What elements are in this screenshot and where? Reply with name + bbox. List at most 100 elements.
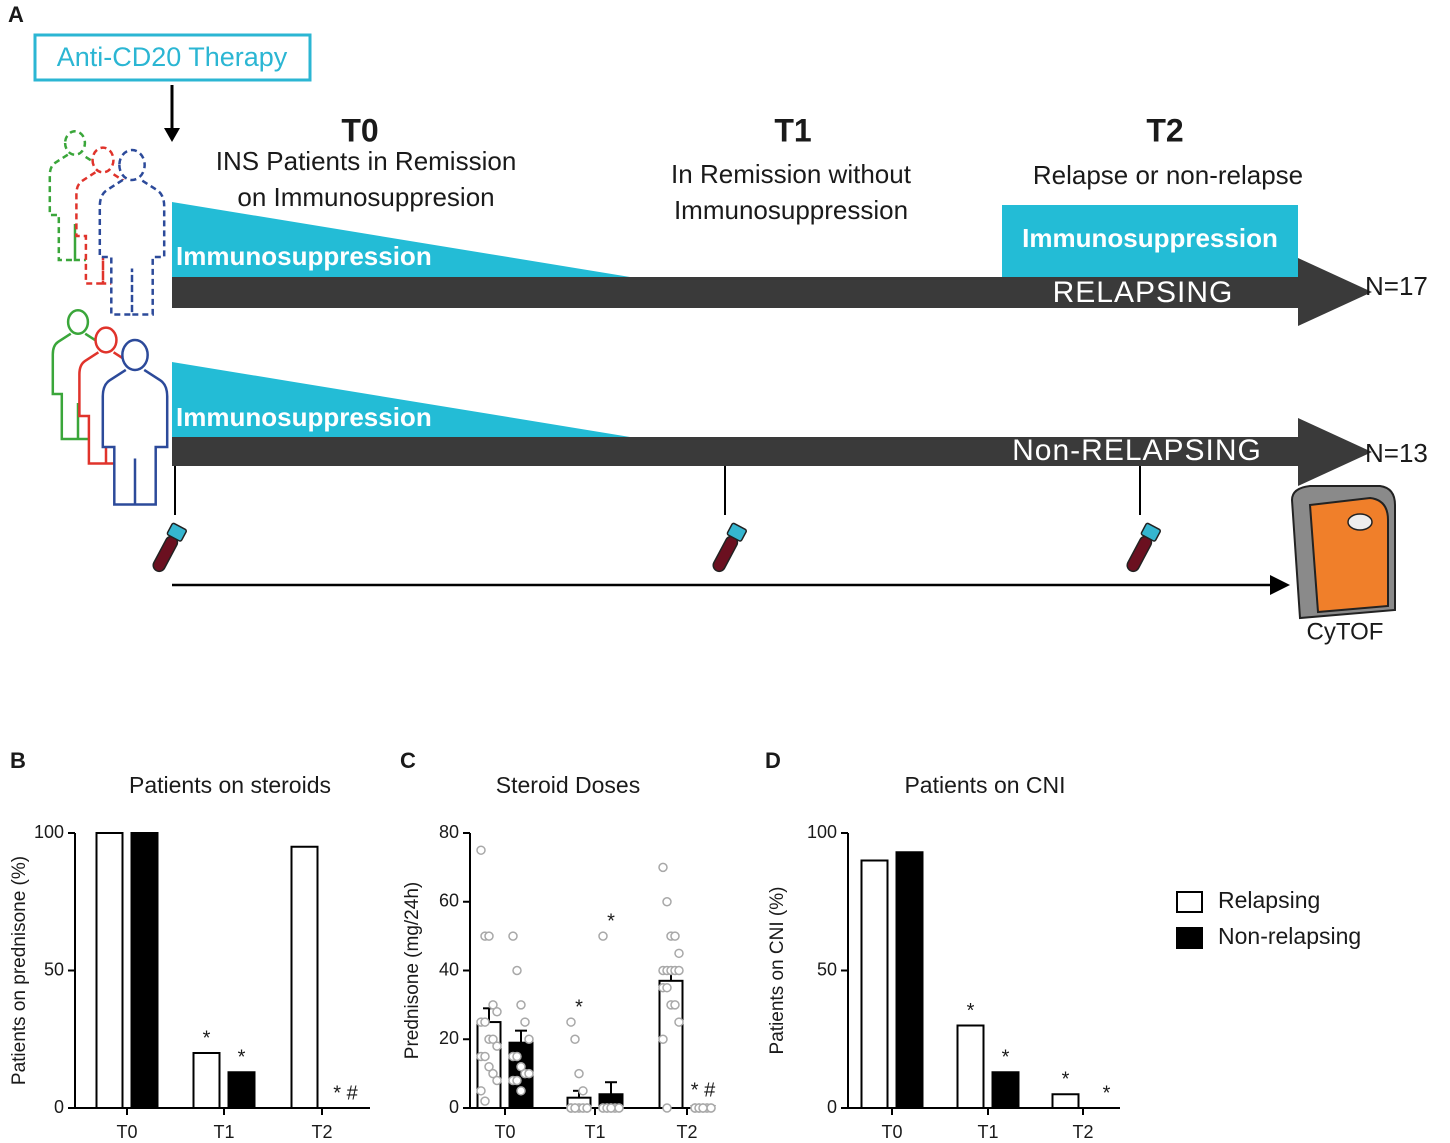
legend-swatch bbox=[1176, 891, 1203, 913]
significance-label: * bbox=[607, 910, 615, 932]
data-point bbox=[480, 1096, 490, 1106]
treatment-label: Immunosuppression bbox=[176, 402, 432, 432]
data-point bbox=[488, 1000, 498, 1010]
y-tick-label: 40 bbox=[439, 959, 459, 979]
y-tick-label: 0 bbox=[54, 1097, 64, 1117]
significance-label: * bbox=[1002, 1047, 1010, 1069]
arm-name: Non-RELAPSING bbox=[1012, 434, 1262, 467]
arm-n: N=13 bbox=[1365, 438, 1428, 468]
tube-cap bbox=[1140, 522, 1161, 542]
bar bbox=[860, 859, 889, 1109]
data-point bbox=[492, 1075, 502, 1086]
blood-tube bbox=[1126, 522, 1161, 573]
timepoint-name: T0 bbox=[341, 112, 378, 148]
arm-arrow bbox=[172, 277, 1300, 308]
significance-label: * bbox=[1062, 1069, 1070, 1091]
y-tick-label: 0 bbox=[827, 1097, 837, 1117]
data-point bbox=[670, 931, 680, 941]
timeline-arrow-head bbox=[1270, 575, 1290, 595]
x-tick-label: T1 bbox=[213, 1122, 234, 1142]
y-axis-label: Patients on CNI (%) bbox=[767, 887, 788, 1055]
x-tick-label: T0 bbox=[494, 1122, 515, 1142]
data-point bbox=[670, 1000, 680, 1010]
data-point bbox=[516, 1062, 526, 1072]
x-tick-label: T2 bbox=[311, 1122, 332, 1142]
instrument-label: CyTOF bbox=[1307, 618, 1384, 645]
data-point bbox=[516, 1000, 526, 1010]
data-point bbox=[520, 1017, 530, 1027]
taper-wedge bbox=[172, 362, 630, 437]
data-point bbox=[566, 1017, 576, 1027]
patient-figures bbox=[48, 130, 169, 506]
bar bbox=[658, 979, 684, 1109]
data-point bbox=[658, 862, 668, 873]
y-tick-label: 100 bbox=[34, 822, 64, 842]
data-point bbox=[698, 1103, 708, 1113]
significance-label: * # bbox=[691, 1080, 716, 1102]
blood-tube bbox=[152, 522, 187, 573]
chart-title: Patients on steroids bbox=[129, 772, 331, 798]
x-tick-label: T2 bbox=[676, 1122, 697, 1142]
timepoint-desc: Relapse or non-relapse bbox=[1033, 160, 1303, 190]
timepoint-name: T1 bbox=[774, 112, 811, 148]
bar bbox=[192, 1052, 221, 1109]
bar bbox=[290, 845, 319, 1109]
bar bbox=[956, 1024, 985, 1109]
panel-label: B bbox=[10, 748, 26, 773]
data-point bbox=[598, 931, 608, 941]
panel-label: C bbox=[400, 748, 416, 773]
bar bbox=[95, 832, 124, 1109]
cytof-machine bbox=[1290, 485, 1396, 620]
data-point bbox=[662, 1103, 672, 1113]
x-tick-label: T2 bbox=[1072, 1122, 1093, 1142]
panel-label: A bbox=[8, 2, 24, 27]
y-tick-label: 50 bbox=[817, 959, 837, 979]
timepoint-desc: Immunosuppression bbox=[674, 195, 908, 225]
tube-body bbox=[152, 535, 179, 573]
data-point bbox=[570, 1103, 580, 1113]
significance-label: * bbox=[238, 1047, 246, 1069]
data-point bbox=[480, 1017, 490, 1027]
y-tick-label: 60 bbox=[439, 891, 459, 911]
patient-figure bbox=[101, 338, 169, 506]
treatment-label: Immunosuppression bbox=[176, 241, 432, 271]
x-tick-label: T0 bbox=[116, 1122, 137, 1142]
timepoint-desc: INS Patients in Remission bbox=[216, 146, 517, 176]
arm-arrow bbox=[172, 437, 1300, 466]
data-point bbox=[484, 1062, 494, 1072]
data-point bbox=[512, 1051, 522, 1062]
significance-label: * # bbox=[333, 1082, 358, 1104]
arm-arrow-head bbox=[1298, 418, 1372, 486]
timepoint-desc: In Remission without bbox=[671, 159, 912, 189]
therapy-box bbox=[33, 33, 312, 82]
data-point bbox=[674, 965, 684, 976]
data-point bbox=[662, 897, 672, 907]
bar bbox=[991, 1071, 1020, 1109]
legend-swatch bbox=[1176, 927, 1203, 949]
data-point bbox=[480, 1051, 490, 1062]
significance-label: * bbox=[1103, 1082, 1111, 1104]
data-point bbox=[578, 1086, 588, 1096]
timepoint-desc: on Immunosuppresion bbox=[237, 182, 494, 212]
relapse-treatment-box bbox=[1002, 205, 1298, 277]
data-point bbox=[524, 1034, 534, 1044]
data-point bbox=[512, 965, 522, 976]
y-axis-label: Patients on prednisone (%) bbox=[9, 856, 30, 1085]
taper-wedge bbox=[172, 202, 630, 277]
data-point bbox=[484, 931, 494, 941]
data-point bbox=[582, 1103, 592, 1113]
data-point bbox=[516, 1086, 526, 1096]
data-point bbox=[476, 1086, 486, 1096]
blood-tubes bbox=[152, 522, 1161, 573]
arm-name: RELAPSING bbox=[1053, 276, 1234, 309]
tube-cap bbox=[726, 522, 747, 542]
chart-title: Patients on CNI bbox=[904, 772, 1065, 798]
blood-tube bbox=[712, 522, 747, 573]
data-point bbox=[674, 948, 684, 959]
data-point bbox=[488, 1068, 498, 1079]
x-tick-label: T1 bbox=[977, 1122, 998, 1142]
chart-title: Steroid Doses bbox=[496, 772, 640, 798]
y-tick-label: 80 bbox=[439, 822, 459, 842]
bar bbox=[130, 832, 159, 1109]
panel-a-shapes bbox=[33, 33, 1396, 620]
